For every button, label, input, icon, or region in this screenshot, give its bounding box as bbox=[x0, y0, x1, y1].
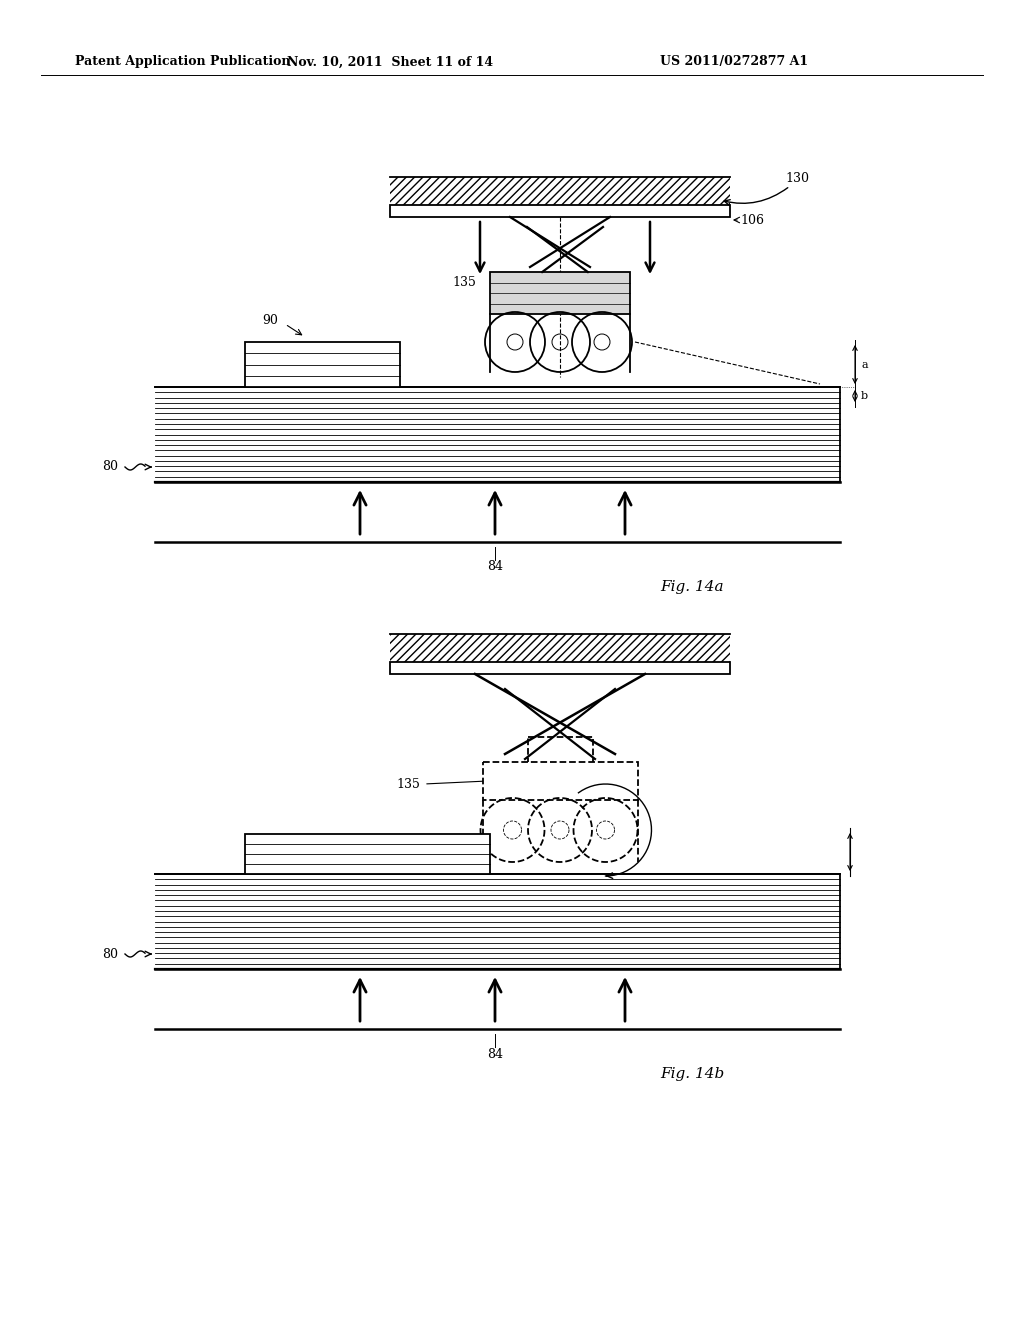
Bar bbox=[390, 634, 730, 663]
Text: Patent Application Publication: Patent Application Publication bbox=[75, 55, 291, 69]
Text: b: b bbox=[861, 391, 868, 401]
Text: 90: 90 bbox=[272, 843, 288, 857]
Text: 80: 80 bbox=[102, 461, 118, 474]
Bar bbox=[527, 737, 593, 767]
Bar bbox=[390, 177, 730, 205]
Text: 106: 106 bbox=[740, 214, 764, 227]
Text: 135: 135 bbox=[452, 276, 476, 289]
Text: 84: 84 bbox=[487, 1048, 503, 1060]
Text: US 2011/0272877 A1: US 2011/0272877 A1 bbox=[660, 55, 808, 69]
Bar bbox=[390, 205, 730, 216]
Text: 80: 80 bbox=[102, 948, 118, 961]
Text: a: a bbox=[861, 359, 867, 370]
Text: Nov. 10, 2011  Sheet 11 of 14: Nov. 10, 2011 Sheet 11 of 14 bbox=[287, 55, 494, 69]
Text: 84: 84 bbox=[487, 561, 503, 573]
Text: 135: 135 bbox=[396, 777, 420, 791]
Text: 90: 90 bbox=[262, 314, 278, 326]
Text: Fig. 14a: Fig. 14a bbox=[660, 579, 724, 594]
Text: Fig. 14b: Fig. 14b bbox=[660, 1067, 724, 1081]
Bar bbox=[245, 834, 490, 874]
Bar bbox=[490, 272, 630, 314]
Text: 130: 130 bbox=[785, 172, 809, 185]
Bar bbox=[390, 663, 730, 675]
Bar bbox=[245, 342, 400, 387]
Bar bbox=[482, 762, 638, 800]
